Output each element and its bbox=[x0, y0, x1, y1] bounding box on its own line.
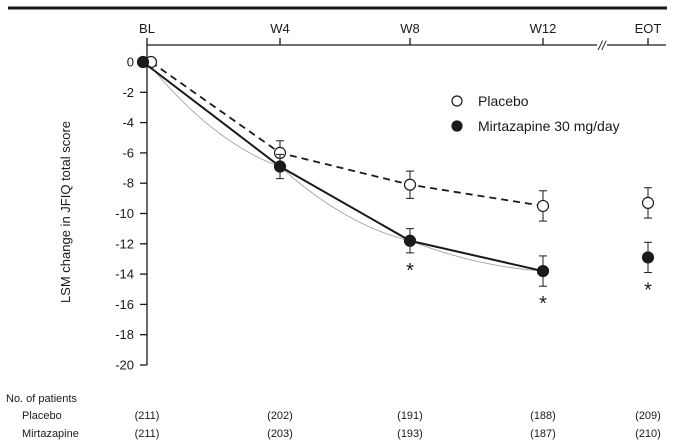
trend-line bbox=[146, 61, 544, 272]
data-point bbox=[273, 160, 287, 173]
table-cell: (187) bbox=[530, 428, 556, 440]
table-cell: (203) bbox=[267, 428, 293, 440]
y-tick-label: -10 bbox=[115, 206, 134, 221]
series-line bbox=[142, 61, 544, 273]
table-title: No. of patients bbox=[6, 393, 77, 405]
x-tick-label: BL bbox=[139, 21, 155, 36]
significance-star: * bbox=[406, 260, 414, 282]
table-row-label: Mirtazapine bbox=[22, 428, 79, 440]
table-cell: (211) bbox=[135, 428, 160, 440]
table-cell: (211) bbox=[135, 410, 160, 422]
table-row-label: Placebo bbox=[22, 410, 62, 422]
significance-markers: * * * bbox=[406, 260, 652, 315]
table-cell: (193) bbox=[397, 428, 423, 440]
legend: Placebo Mirtazapine 30 mg/day bbox=[451, 93, 620, 134]
y-axis-label: LSM change in JFIQ total score bbox=[58, 121, 73, 303]
y-tick-label: -6 bbox=[122, 145, 134, 160]
significance-star: * bbox=[539, 293, 547, 315]
top-axis: // BL W4 W8 W12 EOT bbox=[8, 6, 667, 53]
y-tick-label: -14 bbox=[115, 267, 134, 282]
series-mirtazapine bbox=[136, 55, 655, 287]
series-placebo bbox=[144, 55, 655, 222]
y-tick-label: -8 bbox=[122, 176, 134, 191]
data-point bbox=[403, 234, 417, 247]
data-point bbox=[536, 264, 550, 278]
table-cell: (210) bbox=[635, 428, 661, 440]
table-cell: (188) bbox=[530, 410, 556, 422]
y-axis: 0 -2 -4 -6 -8 -10 -12 -14 -16 -18 -20 bbox=[115, 45, 148, 373]
x-tick-label: W4 bbox=[270, 21, 290, 36]
x-tick-label: W12 bbox=[530, 21, 557, 36]
table-cell: (209) bbox=[635, 410, 661, 422]
significance-star: * bbox=[644, 280, 652, 302]
series-layer bbox=[136, 55, 655, 287]
x-tick-label: EOT bbox=[635, 21, 662, 36]
data-point bbox=[403, 178, 417, 191]
y-tick-label: -18 bbox=[115, 327, 134, 342]
y-tick-label: -2 bbox=[122, 85, 134, 100]
x-tick-label: W8 bbox=[400, 21, 420, 36]
data-point bbox=[536, 199, 550, 213]
y-tick-label: 0 bbox=[127, 55, 134, 70]
legend-label: Mirtazapine 30 mg/day bbox=[478, 118, 620, 134]
patients-table: No. of patients Placebo (211) (202) (191) (18… bbox=[6, 393, 661, 440]
series-line bbox=[150, 61, 544, 207]
trend-curve bbox=[146, 61, 544, 272]
table-cell: (191) bbox=[397, 410, 423, 422]
legend-label: Placebo bbox=[478, 93, 529, 109]
table-cell: (202) bbox=[267, 410, 293, 422]
y-tick-label: -12 bbox=[115, 236, 134, 251]
y-tick-label: -20 bbox=[115, 358, 134, 373]
legend-marker bbox=[451, 95, 463, 107]
axis-break-mark: // bbox=[597, 38, 607, 53]
y-tick-label: -4 bbox=[122, 115, 134, 130]
legend-marker bbox=[451, 120, 463, 132]
data-point bbox=[136, 55, 150, 69]
data-point bbox=[641, 251, 655, 264]
y-tick-label: -16 bbox=[115, 297, 134, 312]
data-point bbox=[641, 196, 655, 209]
